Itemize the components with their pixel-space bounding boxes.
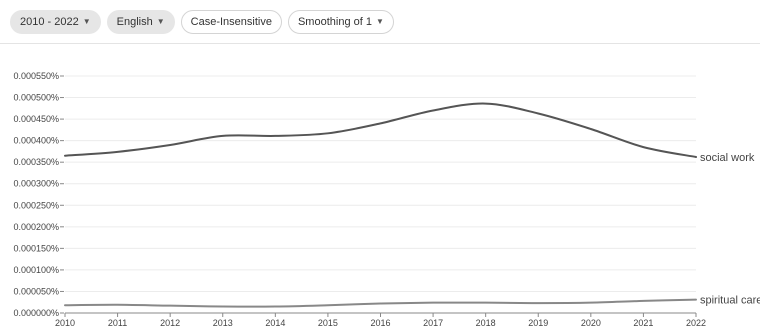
x-tick-label: 2020 — [581, 318, 601, 328]
chevron-down-icon: ▼ — [156, 17, 165, 26]
y-tick-label: 0.000450% — [13, 114, 59, 124]
y-tick-label: 0.000250% — [13, 200, 59, 210]
x-tick-label: 2013 — [213, 318, 233, 328]
series-labels: social work spiritual care — [700, 152, 760, 307]
y-tick-label: 0.000100% — [13, 265, 59, 275]
chevron-down-icon: ▼ — [375, 17, 384, 26]
x-tick-label: 2014 — [265, 318, 285, 328]
x-tick-label: 2019 — [528, 318, 548, 328]
y-tick-label: 0.000200% — [13, 222, 59, 232]
series-line-spiritual-care[interactable] — [64, 298, 697, 308]
x-tick-label: 2018 — [476, 318, 496, 328]
y-tick-label: 0.000000% — [13, 308, 59, 318]
smoothing-label: Smoothing of 1 — [297, 16, 372, 28]
grid-lines — [65, 75, 696, 292]
case-insensitive-label: Case-Insensitive — [190, 16, 272, 28]
y-tick-label: 0.000550% — [13, 71, 59, 81]
x-tick-label: 2017 — [423, 318, 443, 328]
case-insensitive-toggle[interactable]: Case-Insensitive — [180, 10, 282, 34]
smoothing-dropdown[interactable]: Smoothing of 1 ▼ — [287, 10, 394, 34]
x-axis-ticks: 2010 2011 2012 2013 2014 2015 2016 2017 2018 2019… — [55, 313, 706, 328]
language-dropdown[interactable]: English ▼ — [106, 10, 175, 34]
chevron-down-icon: ▼ — [82, 17, 91, 26]
series-label-spiritual-care: spiritual care — [700, 295, 760, 307]
y-tick-label: 0.000050% — [13, 286, 59, 296]
x-tick-label: 2012 — [160, 318, 180, 328]
language-label: English — [116, 16, 153, 28]
x-tick-label: 2010 — [55, 318, 75, 328]
x-tick-label: 2015 — [318, 318, 338, 328]
controls-divider — [0, 43, 760, 44]
y-axis-ticks: 0.000000% 0.000050% 0.000100% 0.000150% 0.00… — [13, 71, 64, 318]
year-range-label: 2010 - 2022 — [20, 16, 79, 28]
x-tick-label: 2011 — [108, 318, 127, 328]
series-label-social-work: social work — [700, 152, 755, 164]
y-tick-label: 0.000150% — [13, 243, 59, 253]
y-tick-label: 0.000350% — [13, 157, 59, 167]
y-tick-label: 0.000300% — [13, 179, 59, 189]
x-tick-label: 2022 — [686, 318, 706, 328]
query-controls: 2010 - 2022 ▼ English ▼ Case-Insensitive… — [10, 9, 394, 35]
series-lines — [64, 102, 697, 308]
y-tick-label: 0.000400% — [13, 136, 59, 146]
x-tick-label: 2021 — [633, 318, 653, 328]
y-tick-label: 0.000500% — [13, 93, 59, 103]
year-range-dropdown[interactable]: 2010 - 2022 ▼ — [10, 10, 101, 34]
x-tick-label: 2016 — [370, 318, 390, 328]
series-line-social-work[interactable] — [64, 102, 697, 159]
